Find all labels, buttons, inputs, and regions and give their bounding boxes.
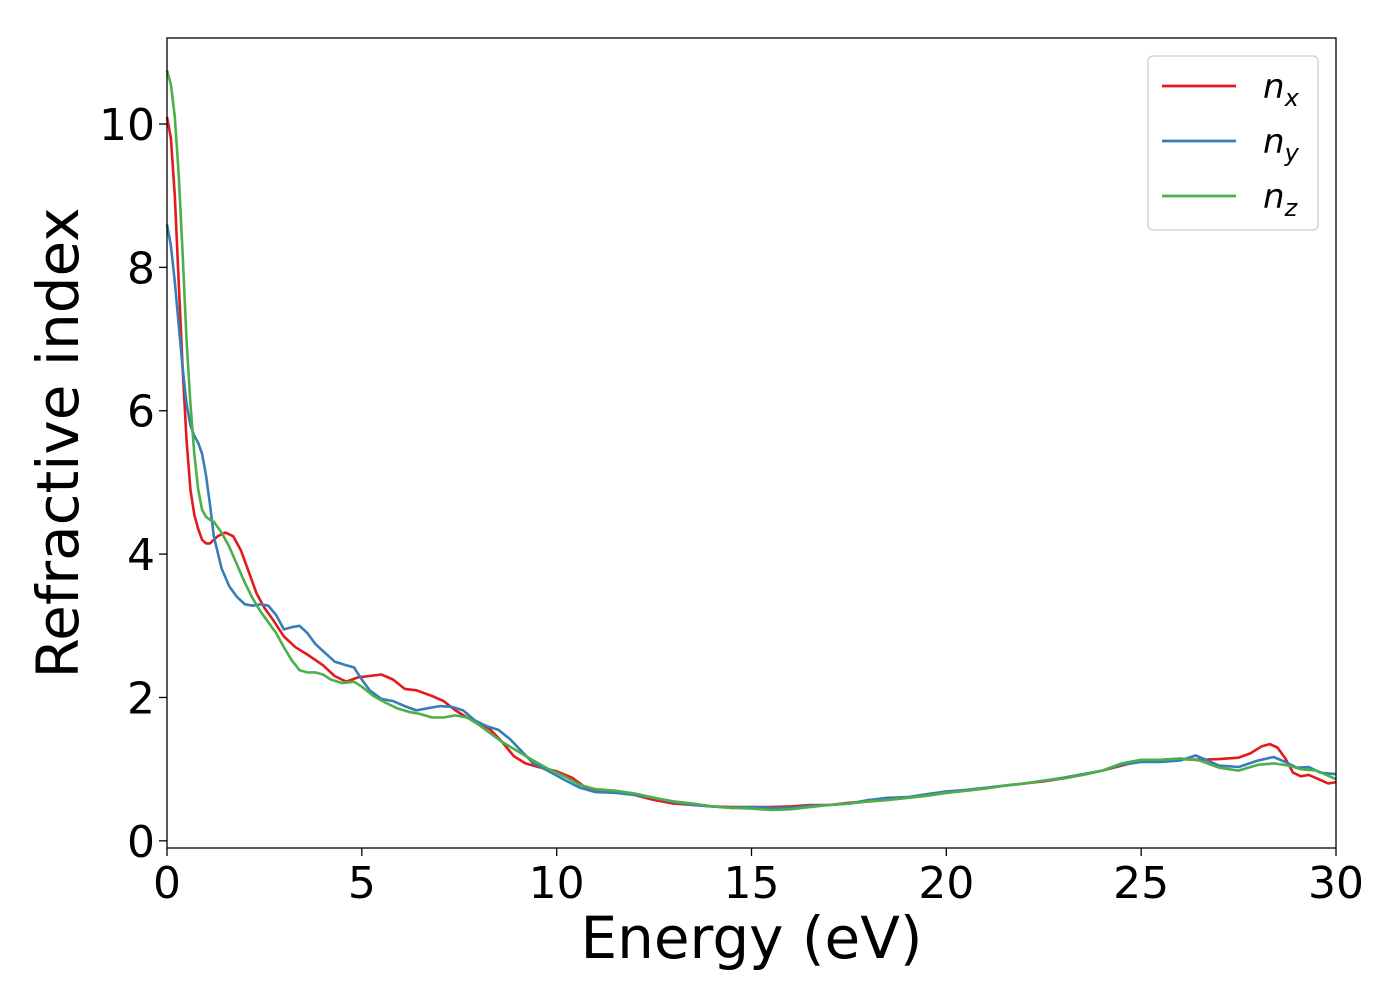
y-tick-label: 8 bbox=[127, 243, 155, 294]
legend-label-nx: nx bbox=[1263, 67, 1300, 112]
x-tick-label: 0 bbox=[153, 858, 181, 909]
x-tick-label: 15 bbox=[724, 858, 780, 909]
y-tick-label: 2 bbox=[127, 673, 155, 724]
y-tick-label: 4 bbox=[127, 530, 155, 581]
series-layer bbox=[165, 69, 1337, 812]
legend-label-subscript: y bbox=[1284, 139, 1300, 167]
legend-label-nz: nz bbox=[1263, 177, 1299, 222]
x-tick-label: 5 bbox=[348, 858, 376, 909]
legend-label-subscript: z bbox=[1284, 194, 1299, 222]
y-axis-title: Refractive index bbox=[24, 207, 92, 678]
y-tick-label: 6 bbox=[127, 387, 155, 438]
legend-label-base: n bbox=[1263, 67, 1285, 107]
legend-box bbox=[1147, 55, 1319, 231]
legend-label-ny: ny bbox=[1263, 122, 1300, 167]
x-tick-label: 10 bbox=[529, 858, 585, 909]
y-tick-label: 0 bbox=[127, 817, 155, 868]
y-tick-label: 10 bbox=[99, 100, 155, 151]
series-line-nz bbox=[165, 69, 1337, 812]
x-tick-label: 30 bbox=[1308, 858, 1364, 909]
legend-label-base: n bbox=[1263, 122, 1285, 162]
x-axis-title: Energy (eV) bbox=[580, 904, 922, 972]
y-axis: 0 2 4 6 8 10 bbox=[99, 100, 167, 868]
legend-label-subscript: x bbox=[1284, 84, 1300, 112]
x-axis: 0 5 10 15 20 25 30 bbox=[153, 848, 1364, 909]
x-tick-label: 25 bbox=[1113, 858, 1169, 909]
legend-label-base: n bbox=[1263, 177, 1285, 217]
x-tick-label: 20 bbox=[918, 858, 974, 909]
